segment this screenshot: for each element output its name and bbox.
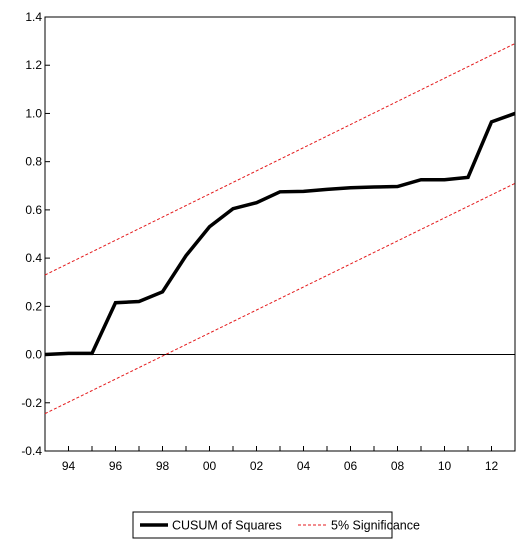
legend-label-cusum: CUSUM of Squares (172, 519, 282, 533)
x-tick-label: 96 (109, 459, 123, 473)
legend-label-significance: 5% Significance (331, 519, 420, 533)
legend: CUSUM of Squares 5% Significance (133, 512, 420, 538)
x-tick-label: 10 (438, 459, 452, 473)
y-tick-label: -0.4 (21, 444, 42, 458)
y-tick-label: 0.4 (25, 251, 42, 265)
y-axis: 1.4 1.2 1.0 0.8 0.6 0.4 0.2 0.0 -0.2 -0.4 (21, 10, 50, 458)
x-tick-label: 12 (485, 459, 499, 473)
y-tick-label: 0.6 (25, 203, 42, 217)
series-line-lower-5pct-significance (45, 183, 515, 413)
x-tick-label: 02 (250, 459, 264, 473)
y-tick-label: 1.0 (25, 106, 42, 120)
plot-series (45, 44, 515, 414)
x-tick-label: 06 (344, 459, 358, 473)
x-tick-label: 00 (203, 459, 217, 473)
y-tick-label: 0.8 (25, 155, 42, 169)
series-line-upper-5pct-significance (45, 44, 515, 275)
y-tick-label: 1.2 (25, 58, 42, 72)
x-axis: 94 96 98 00 02 04 06 08 10 12 (45, 446, 515, 473)
x-tick-label: 94 (62, 459, 76, 473)
x-tick-label: 04 (297, 459, 311, 473)
plot-frame (45, 17, 515, 451)
y-tick-label: 1.4 (25, 10, 42, 24)
x-tick-label: 98 (156, 459, 170, 473)
y-tick-label: 0.0 (25, 348, 42, 362)
plot-border (45, 17, 515, 451)
y-tick-label: -0.2 (21, 396, 42, 410)
series-line-cusum-of-squares (45, 113, 515, 354)
y-tick-label: 0.2 (25, 299, 42, 313)
x-tick-label: 08 (391, 459, 405, 473)
